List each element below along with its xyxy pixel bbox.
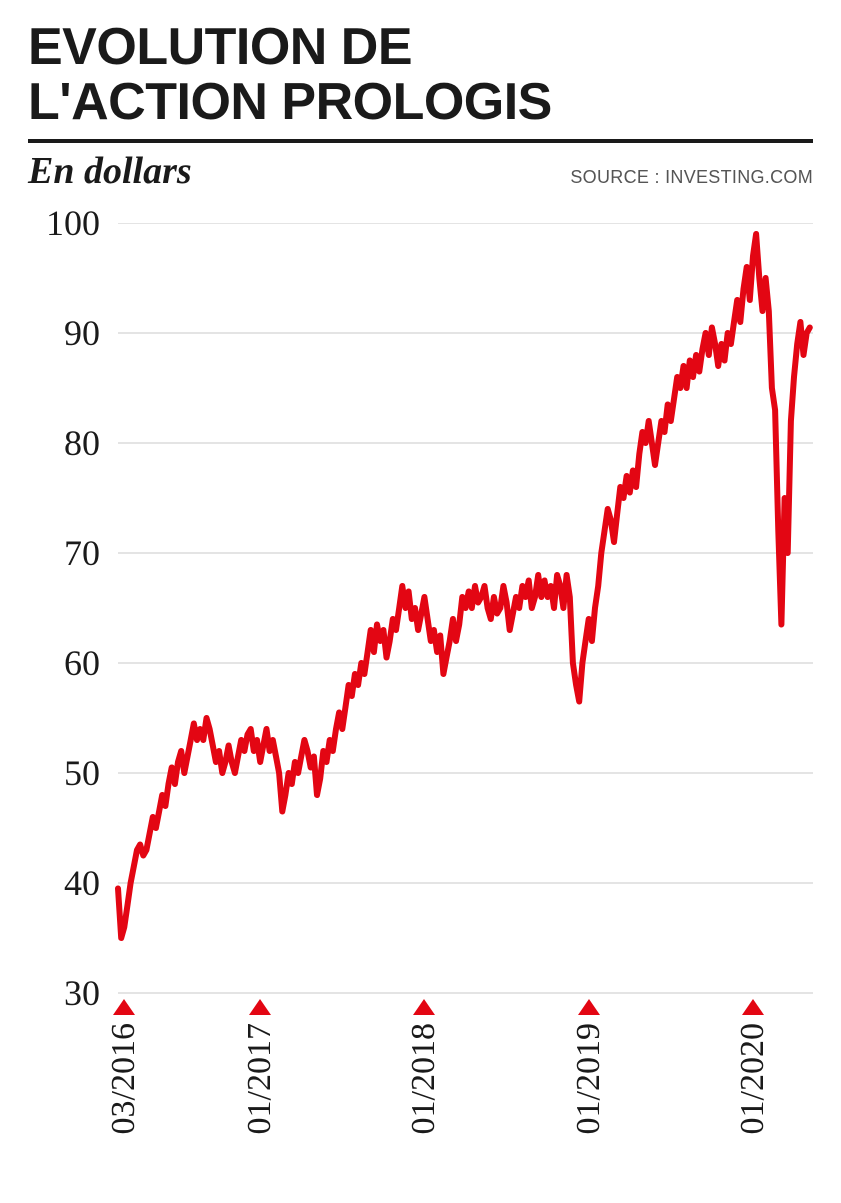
title-line-2: L'ACTION PROLOGIS [28, 73, 552, 131]
x-tick-label: 01/2019 [570, 1023, 608, 1134]
chart-subtitle: En dollars [28, 149, 192, 193]
price-line [118, 234, 810, 938]
chart-title: EVOLUTION DE L'ACTION PROLOGIS [28, 20, 813, 139]
line-chart-svg [28, 223, 813, 1018]
x-tick-label: 01/2017 [241, 1023, 279, 1134]
x-tick: 01/2020 [742, 999, 764, 1015]
x-tick-label: 01/2018 [405, 1023, 443, 1134]
x-axis-labels: 03/2016 01/2017 01/2018 01/2019 01/2020 [28, 999, 813, 1203]
triangle-up-icon [249, 999, 271, 1015]
chart-area: 3040506070809010003/201601/201701/201801… [28, 223, 813, 1203]
triangle-up-icon [578, 999, 600, 1015]
title-line-1: EVOLUTION DE [28, 18, 412, 76]
x-tick: 01/2019 [578, 999, 600, 1015]
x-tick-label: 01/2020 [734, 1023, 772, 1134]
y-tick-label: 60 [64, 642, 100, 684]
y-tick-label: 70 [64, 532, 100, 574]
triangle-up-icon [413, 999, 435, 1015]
x-tick: 01/2018 [413, 999, 435, 1015]
triangle-up-icon [742, 999, 764, 1015]
y-tick-label: 80 [64, 422, 100, 464]
x-tick-label: 03/2016 [105, 1023, 143, 1134]
chart-card: EVOLUTION DE L'ACTION PROLOGIS En dollar… [0, 0, 841, 1200]
x-tick: 01/2017 [249, 999, 271, 1015]
chart-source: SOURCE : INVESTING.COM [570, 167, 813, 188]
title-rule [28, 139, 813, 143]
y-tick-label: 90 [64, 312, 100, 354]
subheader-row: En dollars SOURCE : INVESTING.COM [28, 149, 813, 193]
y-axis-labels: 30405060708090100 [28, 223, 100, 993]
y-tick-label: 50 [64, 752, 100, 794]
y-tick-label: 100 [46, 202, 100, 244]
triangle-up-icon [113, 999, 135, 1015]
x-tick: 03/2016 [113, 999, 135, 1015]
y-tick-label: 40 [64, 862, 100, 904]
